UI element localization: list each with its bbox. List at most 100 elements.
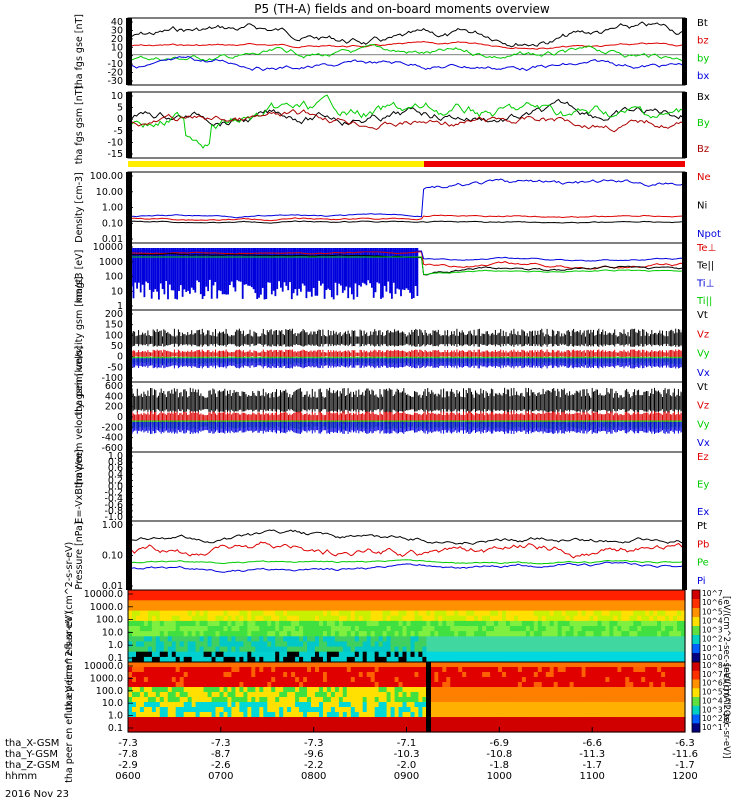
heatmap-cell (454, 636, 459, 642)
heatmap-cell (287, 611, 292, 617)
heatmap-cell (235, 600, 240, 606)
heatmap-cell (128, 600, 133, 606)
legend-entry: Vz (697, 401, 709, 412)
legend-entry: Vx (697, 438, 710, 449)
heatmap-cell (458, 595, 463, 601)
heatmap-cell (220, 626, 225, 632)
heatmap-cell (168, 652, 173, 658)
legend-entry: Ey (697, 480, 709, 491)
heatmap-cell (351, 636, 356, 642)
heatmap-cell (482, 641, 487, 647)
heatmap-cell (132, 600, 137, 606)
heatmap-cell (422, 611, 427, 617)
heatmap-cell (383, 652, 388, 658)
heatmap-cell (275, 600, 280, 606)
heatmap-cell (438, 590, 443, 596)
heatmap-cell (235, 621, 240, 627)
heatmap-cell (204, 621, 209, 627)
heatmap-cell (196, 600, 201, 606)
heatmap-cell (474, 647, 479, 653)
legend-entry: Npot (697, 229, 721, 240)
y-tick-label: 0 (117, 114, 123, 125)
heatmap-cell (446, 626, 451, 632)
heatmap-cell (486, 621, 491, 627)
heatmap-cell (418, 590, 423, 596)
heatmap-cell (327, 647, 332, 653)
heatmap-cell (160, 590, 165, 596)
heatmap-cell (231, 631, 236, 637)
heatmap-cell (411, 641, 416, 647)
legend-entry: Vy (697, 349, 710, 360)
heatmap-cell (486, 647, 491, 653)
heatmap-cell (140, 652, 145, 658)
time-edge-left (126, 18, 132, 85)
heatmap-cell (299, 600, 304, 606)
heatmap-cell (363, 647, 368, 653)
heatmap-cell (140, 616, 145, 622)
heatmap-cell (446, 652, 451, 658)
heatmap-cell (160, 636, 165, 642)
heatmap-cell (371, 647, 376, 653)
heatmap-cell (422, 647, 427, 653)
heatmap-cell (446, 641, 451, 647)
legend-entry: bx (697, 71, 709, 82)
heatmap-cell (335, 595, 340, 601)
heatmap-cell (160, 616, 165, 622)
heatmap-cell (196, 605, 201, 611)
heatmap-cell (271, 636, 276, 642)
heatmap-cell (454, 647, 459, 653)
heatmap-cell (482, 626, 487, 632)
heatmap-cell (387, 595, 392, 601)
heatmap-cell (446, 605, 451, 611)
heatmap-cell (482, 611, 487, 617)
heatmap-cell (478, 611, 483, 617)
heatmap-cell (462, 647, 467, 653)
heatmap-cell (235, 595, 240, 601)
heatmap-cell (180, 641, 185, 647)
heatmap-cell (263, 631, 268, 637)
heatmap-cell (168, 616, 173, 622)
heatmap-cell (442, 600, 447, 606)
heatmap-cell (478, 621, 483, 627)
heatmap-cell (224, 621, 229, 627)
heatmap-cell (299, 652, 304, 658)
heatmap-cell (422, 621, 427, 627)
legend-entry: Pt (697, 521, 707, 532)
heatmap-cell (287, 652, 292, 658)
heatmap-cell (148, 641, 153, 647)
heatmap-cell (466, 600, 471, 606)
heatmap-cell (462, 641, 467, 647)
heatmap-cell (144, 590, 149, 596)
heatmap-cell (184, 595, 189, 601)
heatmap-cell (458, 631, 463, 637)
heatmap-cell (275, 590, 280, 596)
heatmap-cell (156, 621, 161, 627)
heatmap-cell (327, 600, 332, 606)
heatmap-cell (367, 590, 372, 596)
heatmap-cell (164, 647, 169, 653)
heatmap-cell (446, 590, 451, 596)
heatmap-cell (355, 616, 360, 622)
heatmap-cell (446, 600, 451, 606)
heatmap-cell (259, 595, 264, 601)
heatmap-cell (422, 595, 427, 601)
heatmap-cell (383, 631, 388, 637)
heatmap-cell (422, 652, 427, 658)
heatmap-cell (458, 636, 463, 642)
heatmap-cell (331, 641, 336, 647)
heatmap-cell (263, 626, 268, 632)
heatmap-cell (299, 616, 304, 622)
heatmap-cell (418, 605, 423, 611)
heatmap-cell (188, 611, 193, 617)
heatmap-cell (200, 631, 205, 637)
heatmap-cell (311, 611, 316, 617)
heatmap-cell (180, 626, 185, 632)
heatmap-cell (367, 626, 372, 632)
heatmap-cell (466, 641, 471, 647)
time-edge-right (682, 243, 687, 310)
heatmap-cell (259, 600, 264, 606)
heatmap-cell (474, 595, 479, 601)
heatmap-cell (208, 652, 213, 658)
heatmap-cell (148, 652, 153, 658)
heatmap-cell (367, 647, 372, 653)
